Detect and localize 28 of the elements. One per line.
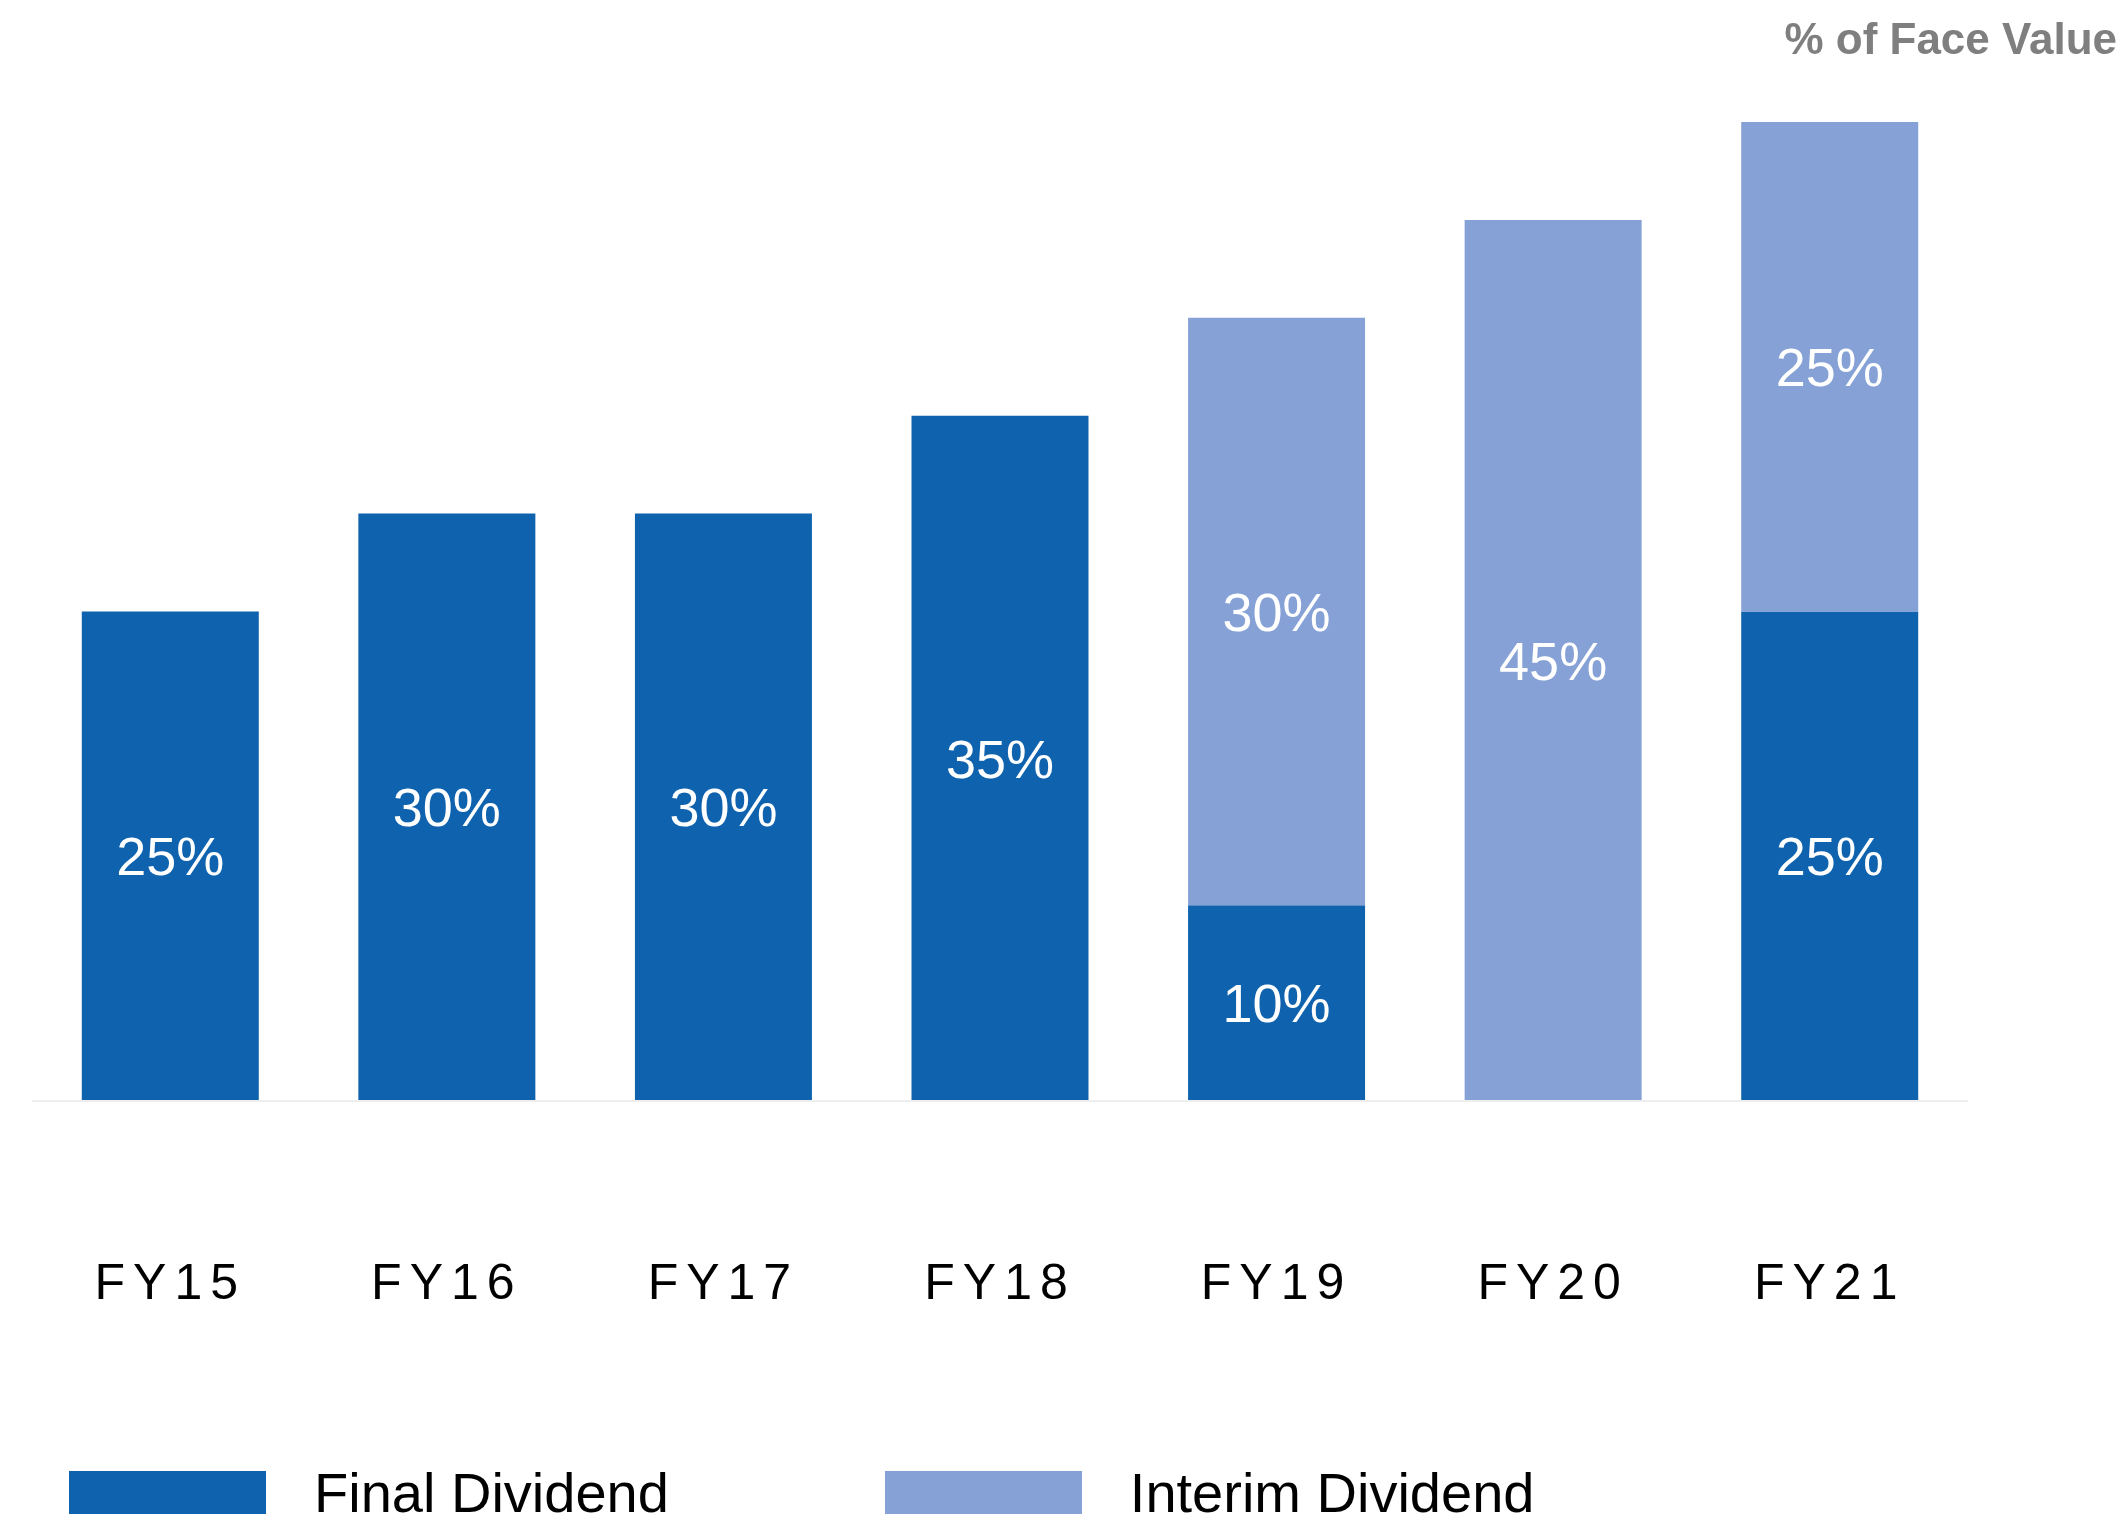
legend-label: Interim Dividend: [1129, 1460, 1535, 1525]
bar: [634, 513, 812, 1101]
data-label: 25%: [1775, 826, 1884, 887]
data-label: 45%: [1499, 630, 1608, 691]
x-tick-label: FY15: [94, 1254, 247, 1310]
x-tick-label: FY18: [924, 1254, 1076, 1310]
x-tick-label: FY17: [647, 1254, 800, 1310]
bar: [1188, 905, 1366, 1101]
data-label: 30%: [669, 777, 778, 838]
x-tick-label: FY20: [1477, 1254, 1629, 1310]
x-tick-label: FY21: [1753, 1254, 1906, 1310]
bar: [81, 611, 259, 1101]
bar: [911, 415, 1089, 1101]
bar: [1741, 122, 1919, 612]
data-label: 10%: [1222, 973, 1331, 1034]
y-axis-title: % of Face Value: [1784, 14, 2117, 64]
data-label: 35%: [945, 728, 1055, 789]
legend-label: Final Dividend: [314, 1460, 669, 1525]
x-tick-label: FY19: [1200, 1254, 1353, 1310]
data-label: 30%: [392, 777, 501, 838]
data-label: 25%: [116, 826, 225, 887]
x-tick-label: FY16: [371, 1254, 523, 1310]
data-label: 30%: [1222, 581, 1331, 642]
bar: [1188, 317, 1366, 906]
bar: [358, 513, 536, 1101]
bar: [1741, 611, 1919, 1101]
data-label: 25%: [1775, 336, 1884, 397]
bar: [1464, 219, 1642, 1101]
